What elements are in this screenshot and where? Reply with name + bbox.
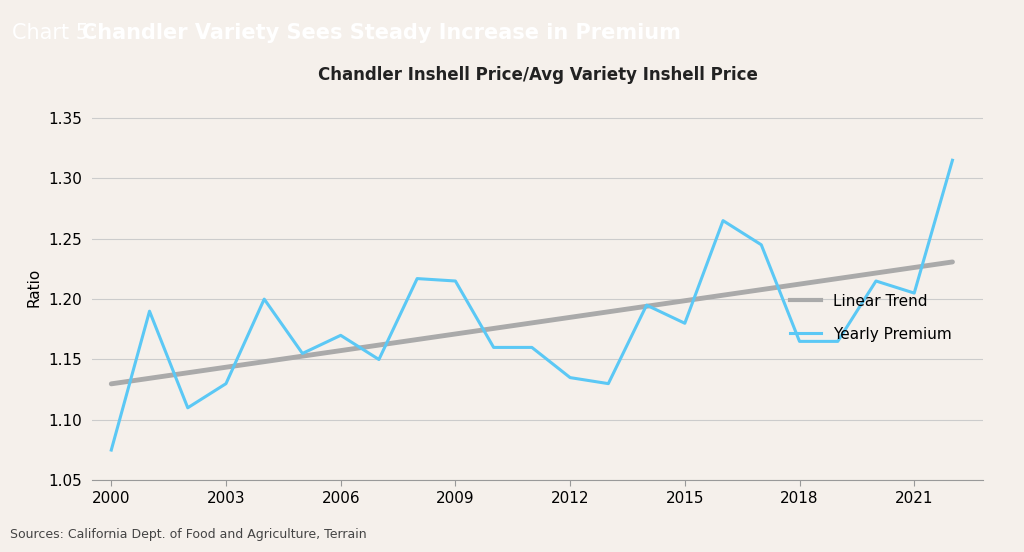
Text: Chart 5:: Chart 5: bbox=[12, 23, 103, 43]
Text: Chandler Variety Sees Steady Increase in Premium: Chandler Variety Sees Steady Increase in… bbox=[82, 23, 681, 43]
Y-axis label: Ratio: Ratio bbox=[27, 267, 42, 307]
Legend: Linear Trend, Yearly Premium: Linear Trend, Yearly Premium bbox=[783, 288, 957, 348]
Title: Chandler Inshell Price/Avg Variety Inshell Price: Chandler Inshell Price/Avg Variety Inshe… bbox=[317, 66, 758, 84]
Text: Sources: California Dept. of Food and Agriculture, Terrain: Sources: California Dept. of Food and Ag… bbox=[10, 528, 367, 541]
